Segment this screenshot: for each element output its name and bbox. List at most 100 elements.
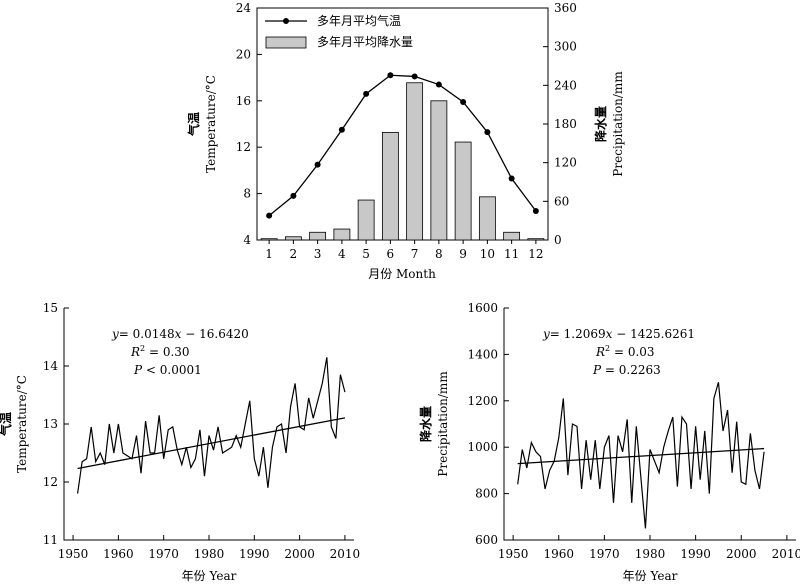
bl-xlabel: 年份 Year <box>182 569 237 583</box>
bl-y-axis: 11 12 13 14 15 <box>43 301 69 547</box>
br-y-tick-label: 600 <box>475 533 498 547</box>
br-y-tick-label: 800 <box>475 487 498 501</box>
bl-x-axis: 1950 1960 1970 1980 1990 2000 2010 <box>58 535 360 561</box>
top-x-tick-label: 1 <box>265 247 273 261</box>
top-x-tick-label: 11 <box>504 247 519 261</box>
top-right-tick-label: 60 <box>554 194 569 208</box>
bl-r-squared: R2 = 0.30 <box>130 344 190 359</box>
top-left-tick-label: 4 <box>243 233 251 247</box>
br-ylabel-en: Precipitation/mm <box>436 371 450 477</box>
bl-eq-slope: = 0.0148 <box>119 327 175 341</box>
precipitation-bar <box>357 199 375 241</box>
br-x-tick-label: 1970 <box>589 547 620 561</box>
br-eq-slope: = 1.2069 <box>550 327 606 341</box>
bl-regression-equation: y= 0.0148x − 16.6420 <box>111 327 249 341</box>
br-r-squared: R2 = 0.03 <box>595 344 655 359</box>
br-regression-equation: y= 1.2069x − 1425.6261 <box>542 327 695 341</box>
precipitation-bar <box>284 236 302 241</box>
precipitation-bar <box>478 196 496 241</box>
temperature-point <box>290 192 297 199</box>
top-x-axis: 1 2 3 4 5 6 7 8 9 10 11 12 <box>265 240 544 261</box>
br-x-tick-label: 1950 <box>498 547 529 561</box>
br-axes <box>503 308 796 541</box>
precipitation-bar <box>503 231 521 241</box>
temperature-point <box>314 161 321 168</box>
br-series <box>517 382 765 529</box>
top-x-tick-label: 5 <box>362 247 370 261</box>
bl-y-tick-label: 12 <box>43 475 58 489</box>
temperature-point <box>435 81 442 88</box>
top-left-tick-label: 20 <box>236 47 251 61</box>
br-y-tick-label: 1200 <box>467 394 498 408</box>
bl-y-tick-label: 14 <box>43 359 59 373</box>
bl-ylabel-cn: 气温 <box>0 412 13 437</box>
top-x-tick-label: 10 <box>480 247 495 261</box>
br-y-tick-label: 1600 <box>467 301 498 315</box>
top-left-tick-label: 8 <box>243 187 251 201</box>
legend-temperature-label: 多年月平均气温 <box>317 13 401 28</box>
top-x-tick-label: 8 <box>435 247 443 261</box>
br-y-tick-label: 1000 <box>467 440 498 454</box>
top-right-ylabel-en: Precipitation/mm <box>611 71 625 177</box>
precipitation-bar <box>333 228 351 241</box>
precipitation-bar <box>454 141 472 241</box>
legend-dot-marker <box>283 18 289 24</box>
temperature-line <box>266 72 539 219</box>
br-x-tick-label: 1990 <box>680 547 711 561</box>
precipitation-bar <box>527 238 545 241</box>
temperature-point <box>338 126 345 133</box>
legend-bar-swatch <box>265 36 307 49</box>
top-legend: 多年月平均气温 多年月平均降水量 <box>265 13 413 49</box>
top-x-tick-label: 7 <box>411 247 419 261</box>
temperature-point <box>532 208 539 214</box>
temperature-point <box>266 212 273 219</box>
top-left-axis: 4 8 12 16 20 24 <box>236 1 262 247</box>
bl-x-tick-label: 1960 <box>103 547 134 561</box>
temperature-point <box>363 90 370 97</box>
br-trend-line <box>517 447 765 465</box>
bl-x-tick-label: 1950 <box>58 547 89 561</box>
temperature-point <box>460 98 467 105</box>
bl-r2-value: = 0.30 <box>145 345 189 359</box>
br-xlabel: 年份 Year <box>623 569 678 583</box>
br-series-line <box>517 382 765 529</box>
bl-x-tick-label: 2000 <box>284 547 315 561</box>
top-x-tick-label: 4 <box>338 247 346 261</box>
br-trendline <box>517 447 765 465</box>
bl-ylabel-en: Temperature/°C <box>15 375 29 473</box>
top-right-tick-label: 120 <box>554 156 577 170</box>
top-right-axis: 0 60 120 180 240 300 360 <box>543 1 577 247</box>
br-p-text: = 0.2263 <box>601 363 661 377</box>
bl-trendline <box>77 417 346 470</box>
temperature-point <box>411 73 418 80</box>
bl-y-tick-label: 11 <box>43 533 58 547</box>
precipitation-bar <box>381 131 399 241</box>
top-left-ylabel-en: Temperature/°C <box>204 75 218 173</box>
br-x-axis: 1950 1960 1970 1980 1990 2000 2010 <box>498 535 800 561</box>
br-y-tick-label: 1400 <box>467 347 498 361</box>
legend-precipitation-label: 多年月平均降水量 <box>317 35 413 49</box>
top-x-tick-label: 6 <box>387 247 395 261</box>
br-r2-value: = 0.03 <box>610 345 654 359</box>
temperature-polyline <box>268 74 537 217</box>
br-x-tick-label: 2000 <box>726 547 757 561</box>
top-left-ylabel-cn: 气温 <box>186 112 201 137</box>
precipitation-bar <box>430 100 448 241</box>
top-right-tick-label: 360 <box>554 1 577 15</box>
bl-x-tick-label: 2010 <box>330 547 361 561</box>
br-p-value: P = 0.2263 <box>592 363 661 377</box>
bl-trend-line <box>77 417 346 470</box>
top-x-tick-label: 2 <box>290 247 298 261</box>
precipitation-bar <box>406 82 424 241</box>
top-right-tick-label: 0 <box>554 233 562 247</box>
temperature-point <box>484 129 491 136</box>
temperature-point <box>387 72 394 79</box>
bl-p-value: P < 0.0001 <box>133 363 202 377</box>
top-left-tick-label: 16 <box>236 94 251 108</box>
precipitation-bar <box>260 238 278 241</box>
top-left-tick-label: 12 <box>236 140 251 154</box>
